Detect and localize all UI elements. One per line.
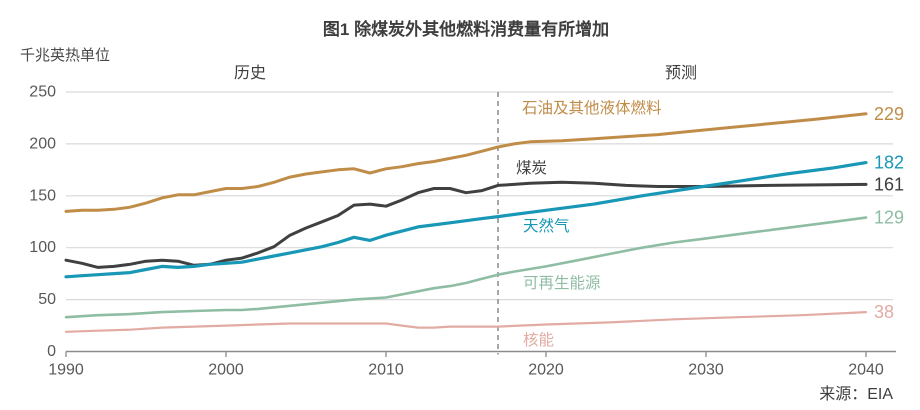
series-label-coal: 煤炭 [516, 159, 547, 177]
y-tick-label: 200 [29, 135, 56, 152]
forecast-phase-label: 预测 [665, 64, 697, 82]
series-end-value-coal: 161 [874, 174, 904, 194]
y-tick-label: 150 [29, 187, 56, 204]
series-line-coal [64, 180, 868, 269]
x-tick-label: 2040 [848, 362, 884, 379]
chart-title: 图1 除煤炭外其他燃料消费量有所增加 [323, 19, 609, 39]
x-tick-label: 2030 [688, 362, 724, 379]
series-label-petroleum: 石油及其他液体燃料 [522, 99, 662, 117]
series-line-natural-gas [64, 161, 868, 279]
series-lines [64, 112, 868, 333]
y-tick-label: 50 [38, 291, 56, 308]
x-tick-label: 1990 [48, 362, 84, 379]
x-tick-label: 2010 [368, 362, 404, 379]
source-label: 来源：EIA [819, 385, 893, 403]
series-label-natural-gas: 天然气 [523, 217, 570, 235]
y-tick-label: 0 [47, 343, 56, 360]
x-tick-label: 2000 [208, 362, 244, 379]
series-label-renewables: 可再生能源 [523, 274, 601, 292]
series-line-renewables [64, 216, 868, 319]
series-line-petroleum [64, 112, 868, 213]
gridlines [66, 91, 893, 301]
x-tick-label: 2020 [528, 362, 564, 379]
y-axis-unit-label: 千兆英热单位 [20, 46, 110, 64]
series-end-value-petroleum: 229 [874, 104, 904, 124]
y-axis-tick-labels: 0 50 100 150 200 250 [29, 84, 56, 361]
history-phase-label: 历史 [234, 64, 266, 82]
series-end-value-natural-gas: 182 [874, 153, 904, 173]
series-end-value-nuclear: 38 [874, 302, 894, 322]
series-end-value-renewables: 129 [874, 208, 904, 228]
series-line-nuclear [64, 311, 868, 333]
y-tick-label: 100 [29, 239, 56, 256]
series-label-nuclear: 核能 [523, 331, 554, 349]
x-axis: 1990 2000 2010 2020 2030 2040 [48, 350, 896, 379]
y-tick-label: 250 [29, 84, 56, 101]
